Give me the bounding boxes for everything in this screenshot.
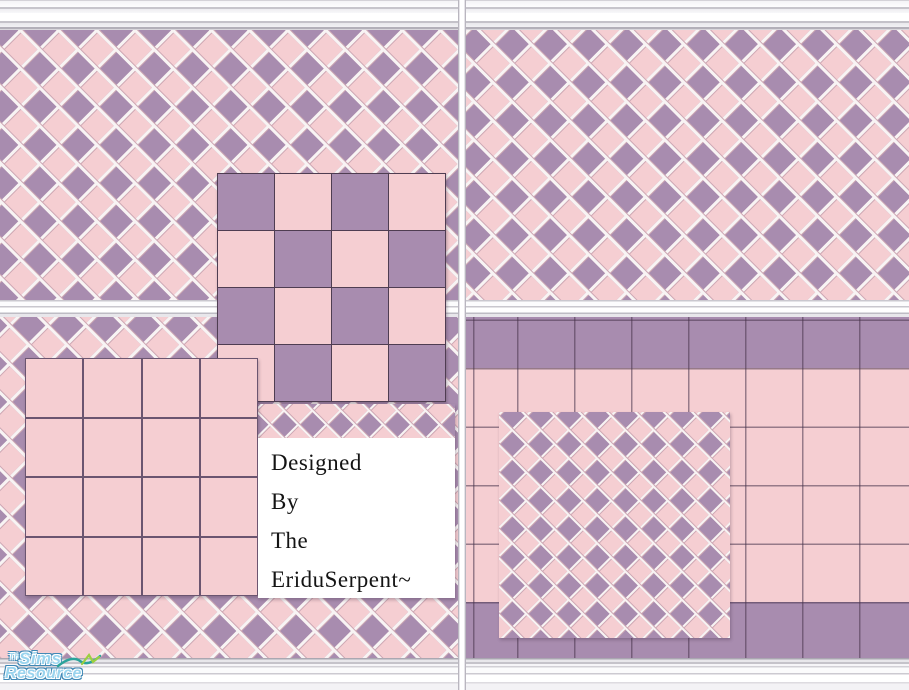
tile-cell-purple	[218, 174, 274, 230]
tile-cell-pink	[200, 478, 257, 536]
tile-cell-purple	[332, 288, 388, 344]
baseboard-molding	[0, 658, 909, 690]
tile-cell-pink	[26, 418, 83, 476]
tsr-logo: The Sims Resource	[2, 649, 132, 690]
tile-cell-purple	[389, 231, 445, 287]
tile-cell-pink	[84, 537, 141, 595]
tile-cell-pink	[218, 231, 274, 287]
pink-tile-swatch	[25, 358, 258, 596]
tile-cell-pink	[26, 359, 83, 417]
tile-cell-pink	[142, 418, 199, 476]
tile-cell-pink	[26, 478, 83, 536]
tile-cell-pink	[275, 288, 331, 344]
chair-rail-right	[466, 300, 909, 317]
tile-cell-pink	[26, 537, 83, 595]
tile-cell-pink	[84, 418, 141, 476]
tile-cell-purple	[332, 174, 388, 230]
wallpaper-lattice-top-right	[466, 30, 909, 300]
designer-label-line: The	[271, 528, 309, 553]
tile-cell-purple	[389, 345, 445, 401]
crown-molding	[0, 0, 909, 30]
tile-cell-pink	[332, 345, 388, 401]
tile-cell-pink	[142, 478, 199, 536]
tile-cell-pink	[142, 537, 199, 595]
tile-cell-pink	[200, 537, 257, 595]
logo-swoosh-icon	[56, 653, 102, 668]
tsr-logo-resource: Resource	[5, 665, 82, 682]
designer-label-line: By	[271, 489, 299, 514]
tile-cell-pink	[142, 359, 199, 417]
tile-cell-purple	[218, 288, 274, 344]
designer-label: Designed By The EriduSerpent~	[258, 438, 455, 598]
tile-cell-pink	[200, 418, 257, 476]
tile-cell-pink	[84, 359, 141, 417]
tile-cell-pink	[389, 288, 445, 344]
tile-cell-purple	[275, 345, 331, 401]
tile-cell-pink	[275, 174, 331, 230]
tile-cell-pink	[84, 478, 141, 536]
designer-label-line: Designed	[271, 450, 362, 475]
tile-cell-purple	[275, 231, 331, 287]
tsr-logo-the: The	[9, 652, 25, 661]
designer-label-line: EriduSerpent~	[271, 567, 412, 592]
tile-cell-pink	[389, 174, 445, 230]
tsr-logo-sims: Sims	[19, 649, 62, 668]
panel-divider	[458, 0, 466, 690]
tile-cell-pink	[200, 359, 257, 417]
small-lattice-swatch-right	[499, 412, 730, 638]
tile-cell-pink	[332, 231, 388, 287]
